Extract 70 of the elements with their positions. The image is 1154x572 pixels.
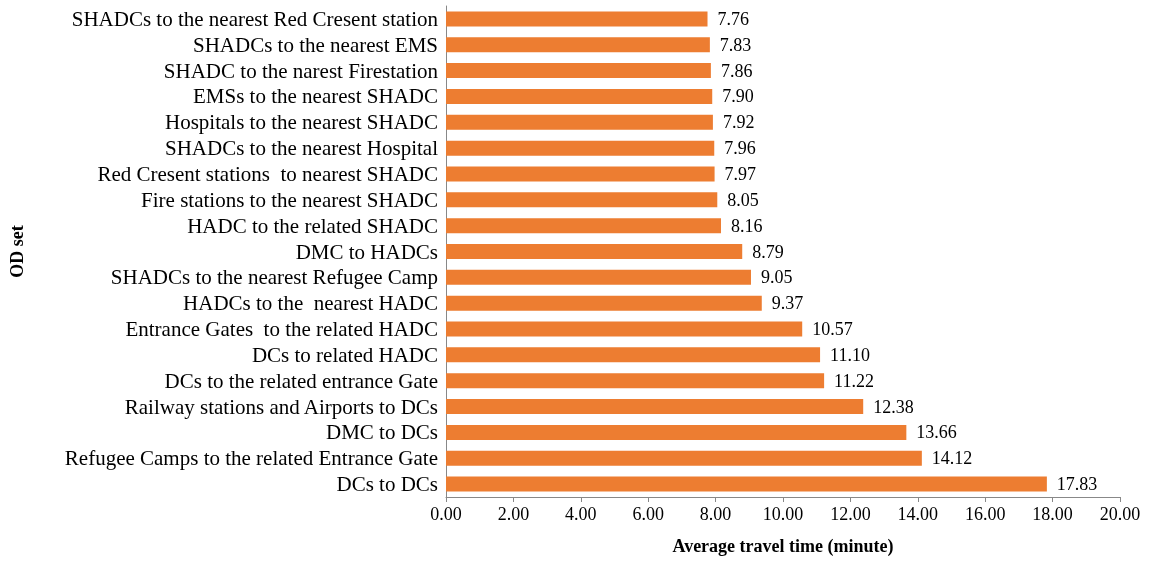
x-tick-label: 16.00 <box>964 504 1006 524</box>
bar <box>446 218 721 234</box>
bar <box>446 11 708 27</box>
data-label: 7.97 <box>724 163 757 184</box>
y-tick-label: Entrance Gates to the related HADC <box>125 317 438 342</box>
data-label: 8.79 <box>752 241 784 262</box>
x-tick-label: 18.00 <box>1032 504 1073 524</box>
bar <box>446 476 1047 492</box>
bar <box>446 424 907 440</box>
y-tick-label: SHADCs to the nearest EMS <box>193 32 438 57</box>
y-tick-label: Fire stations to the nearest SHADC <box>141 187 438 212</box>
y-tick-label: DCs to the related entrance Gate <box>164 368 438 393</box>
data-label: 14.12 <box>931 448 973 469</box>
bar <box>446 63 711 79</box>
data-label: 7.83 <box>719 34 752 55</box>
y-tick-label: DMC to HADCs <box>295 239 438 264</box>
data-label: 7.76 <box>717 8 750 29</box>
x-tick-label: 12.00 <box>830 504 871 524</box>
y-tick-label: Red Cresent stations to nearest SHADC <box>97 161 438 186</box>
x-tick-label: 20.00 <box>1099 504 1141 524</box>
bar <box>446 295 762 311</box>
y-tick-label: SHADCs to the nearest Refugee Camp <box>110 265 438 290</box>
bar <box>446 347 821 363</box>
y-tick-label: SHADCs to the nearest Hospital <box>165 136 439 161</box>
data-label: 9.37 <box>771 293 804 314</box>
data-label: 7.86 <box>720 60 753 81</box>
y-tick-label: DMC to DCs <box>325 420 438 445</box>
x-tick-label: 0.00 <box>430 504 462 524</box>
y-tick-label: Railway stations and Airports to DCs <box>124 394 438 419</box>
y-tick-label: HADCs to the nearest HADC <box>183 291 438 316</box>
bar <box>446 321 803 337</box>
y-tick-label: EMSs to the nearest SHADC <box>193 84 438 109</box>
bar <box>446 114 713 130</box>
data-label: 11.22 <box>834 370 874 391</box>
x-tick-label: 2.00 <box>497 504 530 524</box>
data-label: 7.92 <box>722 112 755 133</box>
data-label: 12.38 <box>873 396 914 417</box>
x-tick-label: 6.00 <box>632 504 664 524</box>
bar <box>446 399 864 415</box>
bar <box>446 140 715 156</box>
data-label: 9.05 <box>760 267 793 288</box>
y-tick-label: DCs to related HADC <box>251 342 438 367</box>
y-tick-label: Hospitals to the nearest SHADC <box>165 110 438 135</box>
bar <box>446 269 751 285</box>
data-label: 7.90 <box>722 86 754 107</box>
data-label: 7.96 <box>724 138 756 159</box>
y-tick-label: HADC to the related SHADC <box>187 213 438 238</box>
data-label: 10.57 <box>812 319 853 340</box>
bar <box>446 37 710 53</box>
bar <box>446 192 718 208</box>
x-tick-label: 14.00 <box>897 504 939 524</box>
y-tick-label: SHADC to the narest Firestation <box>163 58 439 83</box>
x-tick-label: 8.00 <box>699 504 732 524</box>
data-label: 17.83 <box>1056 474 1098 495</box>
bar <box>446 166 715 182</box>
x-axis-title: Average travel time (minute) <box>672 536 894 557</box>
x-tick-label: 10.00 <box>762 504 804 524</box>
bar <box>446 244 743 259</box>
data-label: 11.10 <box>830 344 870 365</box>
bar <box>446 450 922 466</box>
data-label: 8.05 <box>727 189 759 210</box>
y-tick-label: Refugee Camps to the related Entrance Gate <box>64 446 438 471</box>
y-axis-title: OD set <box>7 225 27 278</box>
y-tick-label: DCs to DCs <box>336 472 438 497</box>
data-label: 13.66 <box>916 422 957 443</box>
bar <box>446 373 825 389</box>
bar <box>446 88 713 104</box>
data-label: 8.16 <box>730 215 763 236</box>
y-tick-label: SHADCs to the nearest Red Cresent station <box>71 6 439 31</box>
x-tick-label: 4.00 <box>565 504 597 524</box>
